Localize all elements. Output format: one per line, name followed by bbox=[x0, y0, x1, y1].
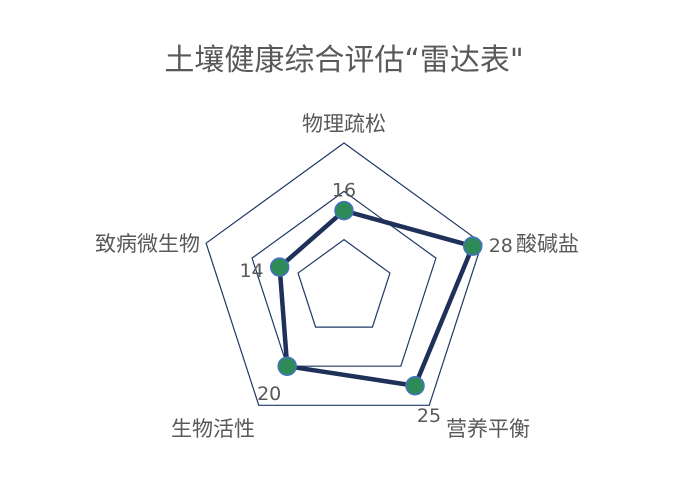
radar-series: 16 28 25 20 14 bbox=[239, 180, 512, 427]
data-point-5 bbox=[269, 257, 290, 277]
category-label-4: 生物活性 bbox=[171, 417, 255, 441]
series-line bbox=[277, 208, 475, 389]
grid-ring-10 bbox=[297, 238, 391, 328]
category-label-3: 营养平衡 bbox=[446, 417, 530, 441]
grid-ring-20 bbox=[251, 190, 437, 367]
data-label-1: 16 bbox=[332, 180, 356, 202]
chart-title: 土壤健康综合评估“雷达表" bbox=[164, 43, 523, 78]
data-point-4 bbox=[277, 356, 297, 376]
grid-ring-30 bbox=[205, 142, 483, 406]
data-point-2 bbox=[462, 236, 483, 256]
data-point-3 bbox=[405, 376, 425, 396]
data-label-2: 28 bbox=[489, 235, 513, 257]
data-label-5: 14 bbox=[239, 260, 263, 282]
data-label-3: 25 bbox=[417, 405, 441, 427]
data-point-1 bbox=[334, 200, 354, 221]
data-label-4: 20 bbox=[257, 383, 281, 405]
category-label-2: 酸碱盐 bbox=[516, 232, 579, 256]
category-label-5: 致病微生物 bbox=[95, 232, 200, 256]
radar-grid bbox=[205, 142, 483, 406]
category-label-1: 物理疏松 bbox=[302, 112, 386, 136]
